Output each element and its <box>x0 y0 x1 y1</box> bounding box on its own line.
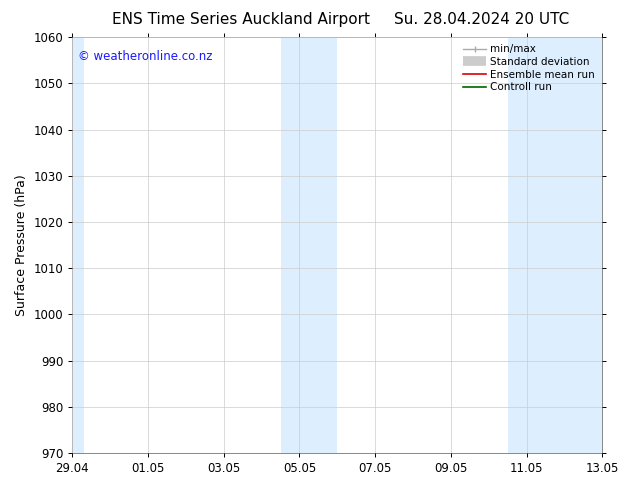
Bar <box>280 37 337 453</box>
Bar <box>61 37 84 453</box>
Legend: min/max, Standard deviation, Ensemble mean run, Controll run: min/max, Standard deviation, Ensemble me… <box>461 42 597 95</box>
Y-axis label: Surface Pressure (hPa): Surface Pressure (hPa) <box>15 174 28 316</box>
Text: Su. 28.04.2024 20 UTC: Su. 28.04.2024 20 UTC <box>394 12 569 27</box>
Text: ENS Time Series Auckland Airport: ENS Time Series Auckland Airport <box>112 12 370 27</box>
Bar <box>508 37 602 453</box>
Text: © weatheronline.co.nz: © weatheronline.co.nz <box>77 49 212 63</box>
